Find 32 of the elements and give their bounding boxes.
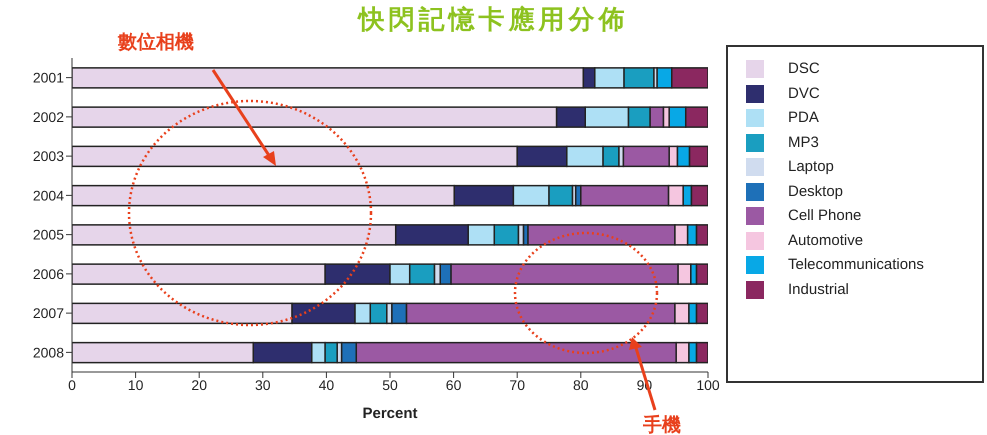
y-tick-label: 2003 [32,148,64,164]
y-tick-label: 2005 [32,226,64,243]
x-tick-label: 70 [509,376,526,393]
x-tick-label: 40 [318,376,334,393]
legend-label: PDA [788,109,819,126]
y-tick-label: 2002 [32,108,64,125]
y-tick-label: 2004 [32,187,64,204]
x-tick-label: 50 [382,376,398,393]
y-tick-label: 2008 [32,344,64,360]
y-tick-label: 2007 [32,305,64,322]
y-tick-label: 2001 [32,70,64,86]
legend-label: Desktop [788,182,844,200]
x-tick-label: 100 [696,376,720,393]
legend-label: DSC [788,60,820,77]
text: 手機 [642,414,681,435]
x-tick-label: 30 [255,376,271,393]
x-axis-title: Percent [362,405,418,422]
legend-label: DVC [788,84,820,102]
legend-label: MP3 [788,134,819,150]
legend-label: Telecommunications [788,256,924,273]
x-tick-label: 60 [446,376,462,393]
legend-label: Laptop [788,158,834,175]
y-tick-label: 2006 [32,266,64,282]
legend-label: Cell Phone [788,207,862,224]
x-tick-label: 10 [128,376,144,393]
legend-label: Automotive [788,232,864,248]
legend-label: Industrial [788,280,849,298]
x-tick-label: 0 [68,376,76,393]
x-tick-label: 80 [573,376,589,393]
text: 數位相機 [117,31,194,53]
chart-title: 快閃記憶卡應用分佈 [358,5,628,35]
x-tick-label: 20 [191,376,208,393]
